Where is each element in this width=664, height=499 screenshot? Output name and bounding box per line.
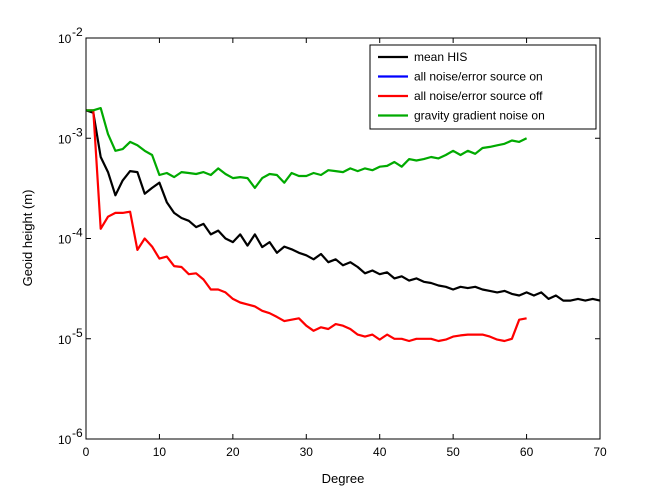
series-layer (85, 106, 601, 343)
x-tick-label: 50 (446, 445, 460, 459)
series-line-2 (86, 109, 527, 343)
y-tick-label: 10 (58, 32, 72, 46)
y-tick-label: 10 (58, 233, 72, 247)
x-tick-label: 70 (593, 445, 607, 459)
y-tick-label: 10 (58, 333, 72, 347)
y-tick-label-exponent: -2 (72, 25, 83, 39)
y-axis-label: Geoid height (m) (20, 190, 35, 287)
series-line-3 (86, 106, 528, 189)
legend-label: gravity gradient noise on (414, 109, 545, 123)
y-tick-label-exponent: -6 (72, 426, 83, 440)
x-tick-label: 0 (83, 445, 90, 459)
y-tick-label-exponent: -5 (72, 326, 83, 340)
x-axis-label: Degree (322, 471, 365, 486)
legend: mean HIS all noise/error source on all noi… (369, 44, 597, 130)
legend-label: all noise/error source off (414, 89, 543, 103)
legend-label: all noise/error source on (414, 70, 543, 84)
legend-label: mean HIS (414, 50, 467, 64)
series-line-0 (85, 109, 601, 302)
x-tick-label: 20 (226, 445, 240, 459)
x-tick-label: 30 (300, 445, 314, 459)
y-tick-label: 10 (58, 433, 72, 447)
y-tick-label-exponent: -3 (72, 125, 83, 139)
x-tick-label: 10 (153, 445, 167, 459)
x-tick-label: 40 (373, 445, 387, 459)
y-tick-label: 10 (58, 132, 72, 146)
x-tick-label: 60 (520, 445, 534, 459)
y-tick-label-exponent: -4 (72, 226, 83, 240)
